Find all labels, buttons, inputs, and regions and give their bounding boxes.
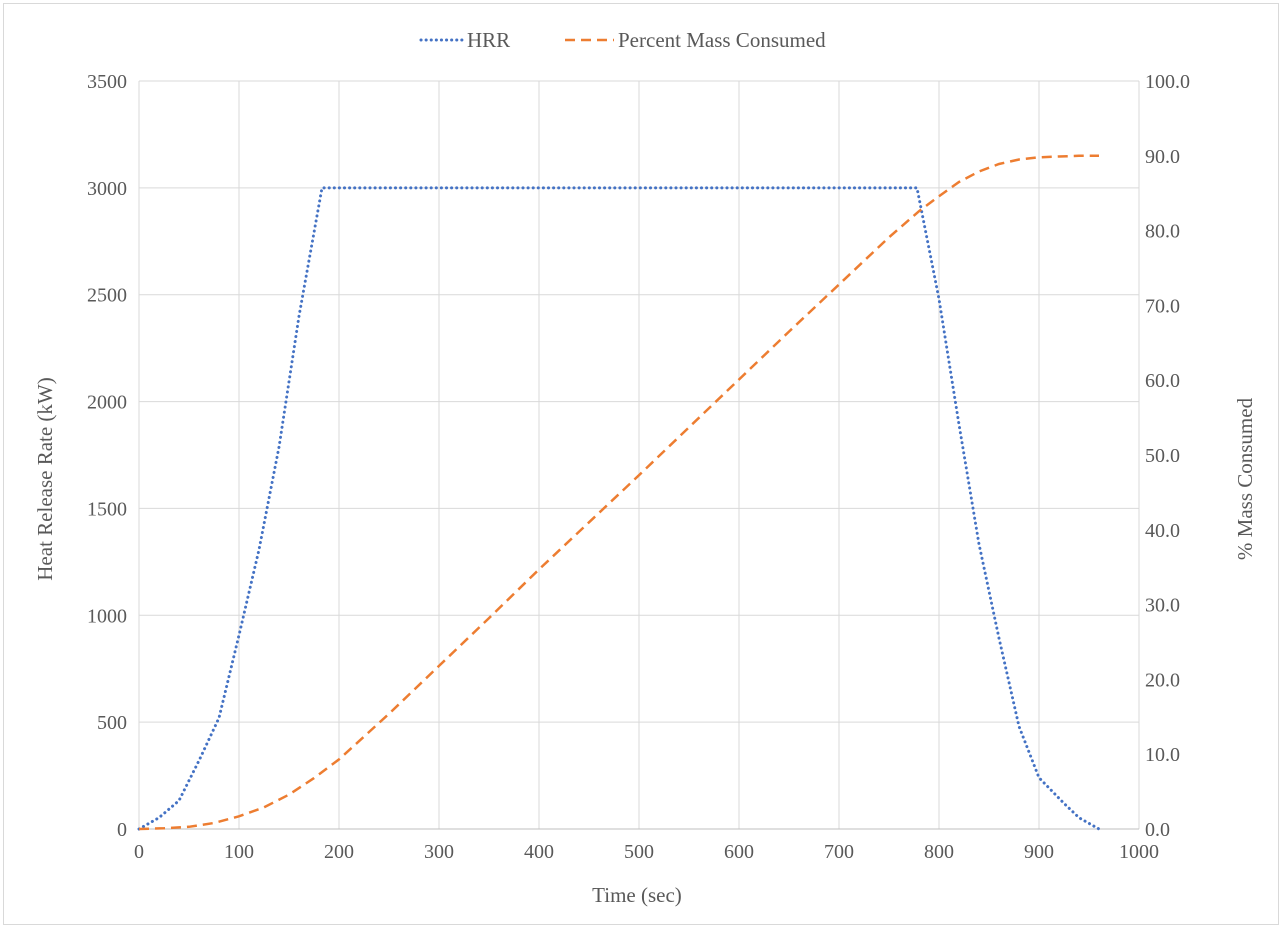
x-tick-label-10: 1000	[1119, 841, 1159, 863]
y2-tick-label-9: 90.0	[1145, 146, 1180, 168]
x-tick-label-7: 700	[824, 841, 854, 863]
y-tick-label-0: 0	[117, 819, 127, 841]
y2-tick-label-8: 80.0	[1145, 221, 1180, 243]
chart-frame: 0 500 1000 1500 2000 2500 3000 3500 0.0 10.0 20.0…	[3, 3, 1279, 925]
series-lines	[137, 154, 1101, 831]
y-tick-label-6: 3000	[87, 178, 127, 200]
y2-tick-label-5: 50.0	[1145, 445, 1180, 467]
y-tick-label-4: 2000	[87, 392, 127, 414]
y2-tick-label-10: 100.0	[1145, 71, 1190, 93]
y-tick-label-7: 3500	[87, 71, 127, 93]
x-tick-label-1: 100	[224, 841, 254, 863]
y-axis-title: Heat Release Rate (kW)	[33, 377, 57, 580]
x-tick-label-3: 300	[424, 841, 454, 863]
x-tick-label-4: 400	[524, 841, 554, 863]
left-axis-ticks: 0 500 1000 1500 2000 2500 3000 3500	[87, 71, 127, 841]
right-axis-ticks: 0.0 10.0 20.0 30.0 40.0 50.0 60.0 70.0 80.0 90.0 1…	[1145, 71, 1190, 841]
x-tick-label-0: 0	[134, 841, 144, 863]
x-tick-label-6: 600	[724, 841, 754, 863]
y2-tick-label-4: 40.0	[1145, 520, 1180, 542]
legend: HRR Percent Mass Consumed	[419, 28, 826, 52]
y2-tick-label-7: 70.0	[1145, 295, 1180, 317]
legend-label-percent-mass-consumed: Percent Mass Consumed	[618, 28, 826, 52]
x-tick-label-9: 900	[1024, 841, 1054, 863]
x-tick-label-8: 800	[924, 841, 954, 863]
y2-tick-label-6: 60.0	[1145, 370, 1180, 392]
y2-tick-label-3: 30.0	[1145, 595, 1180, 617]
y-tick-label-1: 500	[97, 712, 127, 734]
y-tick-label-2: 1000	[87, 605, 127, 627]
series-line-percent-mass-consumed	[138, 154, 1099, 831]
x-tick-label-5: 500	[624, 841, 654, 863]
gridlines	[138, 80, 1140, 830]
x-axis-title: Time (sec)	[592, 883, 682, 907]
y2-tick-label-1: 10.0	[1145, 744, 1180, 766]
x-tick-label-2: 200	[324, 841, 354, 863]
y-tick-label-3: 1500	[87, 498, 127, 520]
series-line-hrr	[137, 186, 1101, 831]
y-tick-label-5: 2500	[87, 285, 127, 307]
y2-axis-title: % Mass Consumed	[1233, 397, 1257, 560]
y2-tick-label-2: 20.0	[1145, 669, 1180, 691]
y2-tick-label-0: 0.0	[1145, 819, 1170, 841]
x-axis-ticks: 0 100 200 300 400 500 600 700 800 900 1000	[134, 841, 1159, 863]
legend-label-hrr: HRR	[467, 28, 510, 52]
